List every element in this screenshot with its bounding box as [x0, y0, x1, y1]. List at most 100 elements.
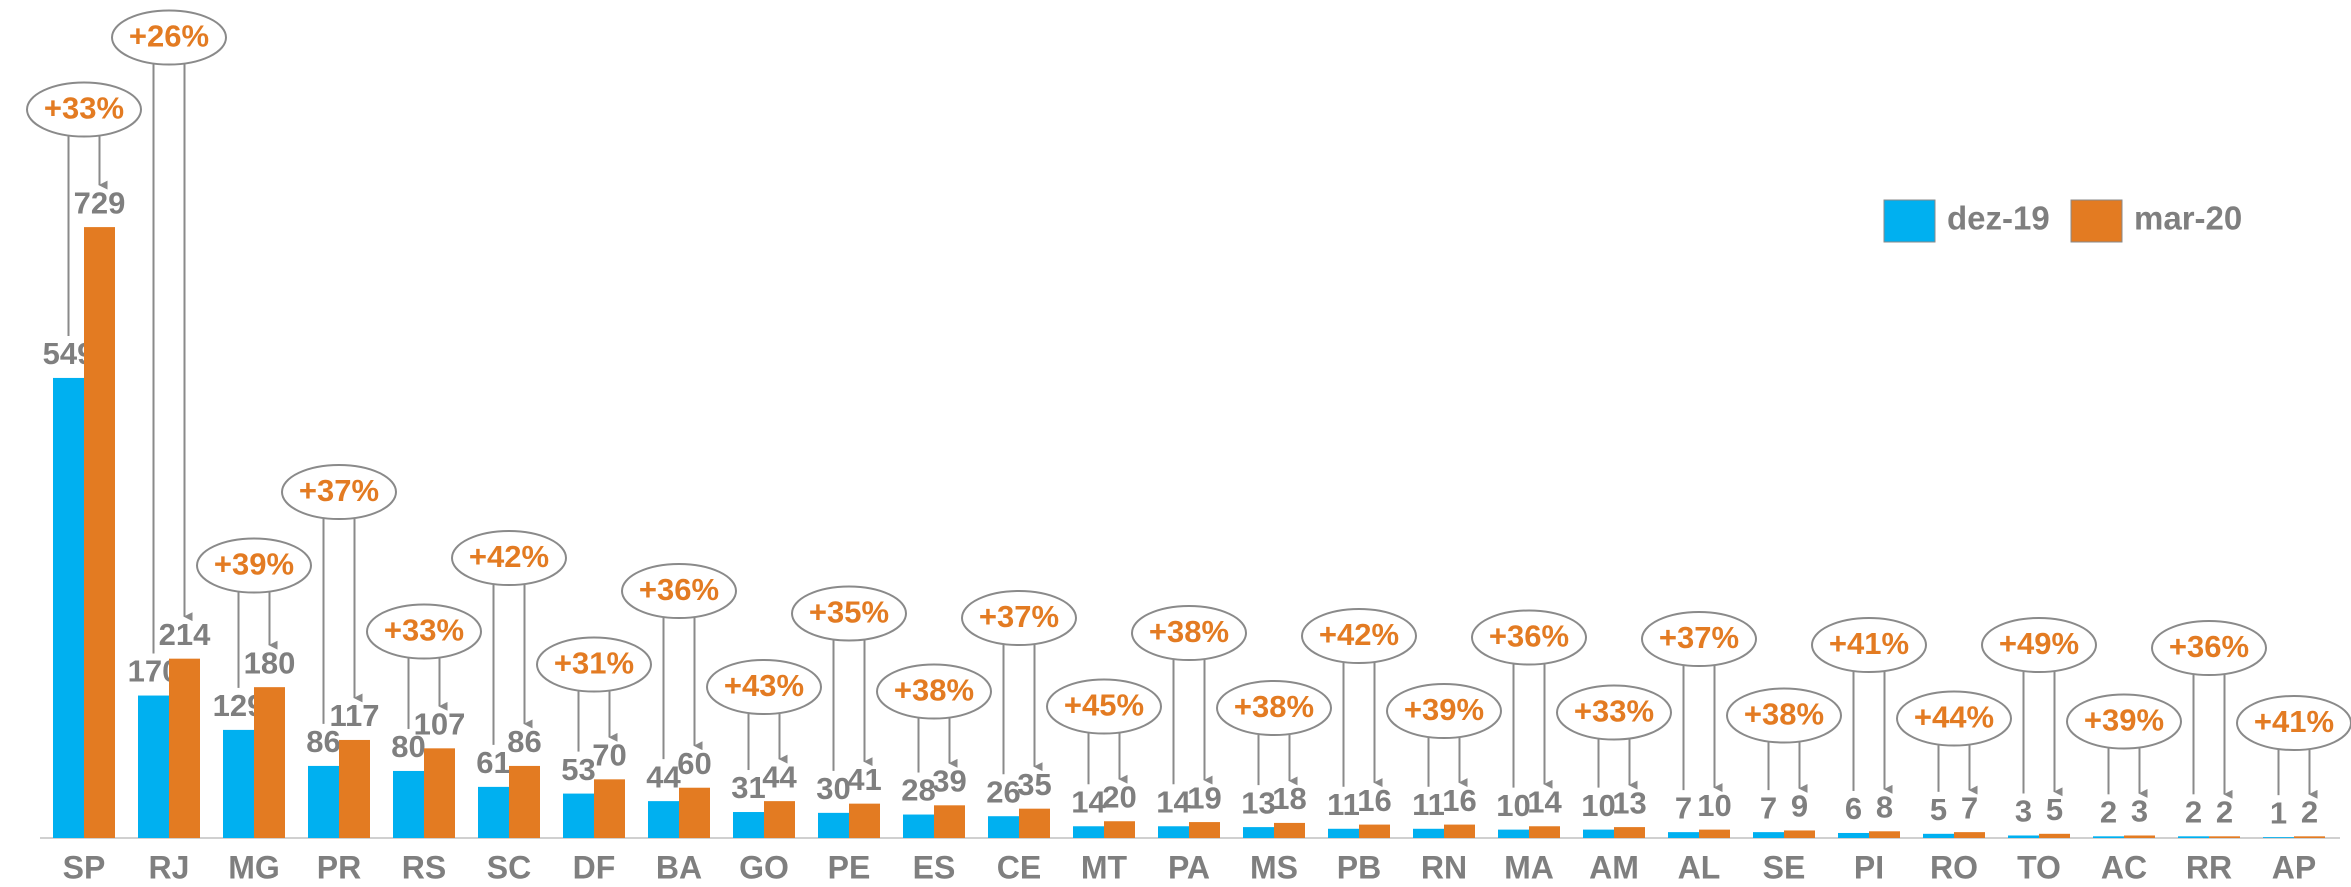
annotation-bubble [706, 659, 822, 715]
value-label: 41 [847, 762, 881, 797]
bar [1274, 822, 1305, 838]
bar [1158, 826, 1189, 838]
x-tick-label: SP [63, 849, 106, 885]
x-tick-label: SC [487, 849, 531, 885]
annotation-bubble [961, 590, 1077, 646]
annotation-bubble [1386, 683, 1502, 739]
x-tick-label: PE [828, 849, 871, 885]
bar [509, 765, 540, 838]
value-label: 28 [901, 773, 935, 808]
x-tick-label: AP [2272, 849, 2316, 885]
annotation: +44% [1914, 700, 1994, 735]
x-tick-label: GO [739, 849, 789, 885]
value-label: 2 [2100, 795, 2117, 830]
annotation-bubble [111, 9, 227, 66]
annotation-bubble [1301, 608, 1417, 664]
x-tick-label: AM [1589, 849, 1639, 885]
annotation: +39% [214, 547, 294, 582]
bar [1413, 828, 1444, 838]
legend-label: dez-19 [1947, 200, 2050, 237]
x-tick-label: RS [402, 849, 446, 885]
bar [478, 786, 509, 838]
legend-swatch [1883, 199, 1936, 243]
bar [764, 801, 795, 838]
value-label: 31 [731, 770, 765, 805]
value-label: 26 [986, 774, 1020, 809]
bar [1019, 808, 1050, 838]
annotation-bubble [621, 563, 737, 619]
annotation-bubble [1046, 678, 1162, 735]
value-label: 30 [816, 771, 850, 806]
bar [2294, 836, 2325, 838]
bar [138, 695, 169, 838]
value-label: 44 [762, 759, 797, 794]
value-label: 729 [74, 185, 126, 220]
bar [1189, 822, 1220, 838]
value-label: 80 [391, 729, 425, 764]
bar [1104, 821, 1135, 838]
value-label: 7 [1675, 790, 1692, 825]
x-tick-label: PA [1168, 849, 1210, 885]
bar [1838, 832, 1869, 838]
bar [1243, 827, 1274, 838]
x-tick-label: PR [317, 849, 361, 885]
value-label: 3 [2015, 794, 2032, 829]
annotation: +38% [1234, 689, 1314, 724]
bar [2124, 835, 2155, 838]
annotation: +33% [1574, 694, 1654, 729]
annotation: +39% [1404, 692, 1484, 727]
annotation: +37% [1659, 620, 1739, 655]
legend-label: mar-20 [2134, 200, 2242, 237]
bar [223, 729, 254, 838]
annotation: +49% [1999, 626, 2079, 661]
value-label: 61 [476, 745, 510, 780]
annotation: +36% [639, 572, 719, 607]
x-tick-label: AC [2101, 849, 2147, 885]
x-tick-label: MA [1504, 849, 1554, 885]
bar [1529, 826, 1560, 838]
value-label: 214 [159, 617, 211, 652]
value-label: 13 [1612, 785, 1646, 820]
annotation: +31% [554, 646, 634, 681]
annotation-bubble [791, 585, 907, 642]
value-label: 1 [2270, 795, 2287, 830]
bar [1954, 832, 1985, 838]
annotation-bubble [1556, 684, 1672, 741]
x-tick-label: BA [656, 849, 702, 885]
x-tick-label: MG [228, 849, 280, 885]
bar [1668, 832, 1699, 838]
value-label: 14 [1071, 784, 1106, 819]
x-tick-label: RR [2186, 849, 2232, 885]
value-label: 3 [2131, 794, 2148, 829]
value-label: 19 [1187, 780, 1221, 815]
value-label: 10 [1581, 788, 1615, 823]
bar [84, 227, 115, 838]
x-tick-label: PB [1337, 849, 1381, 885]
bar [1444, 824, 1475, 838]
bar [2093, 836, 2124, 838]
value-label: 107 [414, 707, 466, 742]
x-tick-label: DF [573, 849, 616, 885]
annotation-bubble [2236, 695, 2351, 751]
annotation: +36% [1489, 619, 1569, 654]
annotation: +41% [1829, 626, 1909, 661]
annotation-bubble [2066, 693, 2182, 750]
value-label: 86 [306, 724, 340, 759]
value-label: 8 [1876, 789, 1893, 824]
value-label: 2 [2185, 795, 2202, 830]
value-label: 2 [2216, 795, 2233, 830]
bar [1073, 826, 1104, 838]
annotation: +38% [894, 673, 974, 708]
annotation-bubble [366, 603, 482, 660]
value-label: 2 [2301, 795, 2318, 830]
bar [1614, 827, 1645, 838]
value-label: 14 [1156, 784, 1191, 819]
value-label: 70 [592, 738, 626, 773]
bar [818, 812, 849, 838]
bar [254, 687, 285, 838]
annotation: +38% [1744, 697, 1824, 732]
value-label: 60 [677, 746, 711, 781]
bar [169, 658, 200, 838]
bar [934, 805, 965, 838]
